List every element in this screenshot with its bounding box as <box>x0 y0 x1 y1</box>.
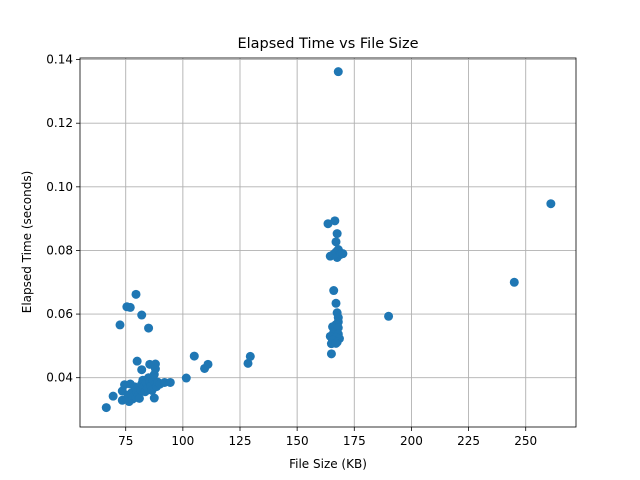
x-axis-label: File Size (KB) <box>289 457 367 471</box>
scatter-point <box>125 302 135 312</box>
scatter-point <box>108 391 118 401</box>
data-points <box>101 67 556 413</box>
scatter-point <box>144 323 154 333</box>
x-tick-label: 150 <box>286 434 309 448</box>
scatter-point <box>181 373 191 383</box>
scatter-point <box>203 359 213 369</box>
x-axis-ticks: 75 100 125 150 175 200 225 250 <box>118 427 537 448</box>
scatter-point <box>329 286 339 296</box>
x-tick-label: 250 <box>514 434 537 448</box>
scatter-point <box>384 311 394 321</box>
scatter-point <box>149 393 159 403</box>
scatter-point <box>134 393 144 403</box>
scatter-point <box>509 277 519 287</box>
scatter-point <box>323 219 333 229</box>
y-tick-label: 0.14 <box>46 53 73 67</box>
x-tick-label: 175 <box>343 434 366 448</box>
scatter-point <box>331 298 341 308</box>
scatter-point <box>331 338 341 348</box>
scatter-point <box>330 216 340 226</box>
y-tick-label: 0.10 <box>46 180 73 194</box>
x-tick-label: 125 <box>229 434 252 448</box>
scatter-point <box>131 289 141 299</box>
y-axis-ticks: 0.04 0.06 0.08 0.10 0.12 0.14 <box>46 53 80 385</box>
scatter-point <box>326 349 336 359</box>
scatter-point <box>338 249 348 259</box>
scatter-point <box>165 377 175 387</box>
chart-title: Elapsed Time vs File Size <box>237 36 418 52</box>
scatter-point <box>137 365 147 375</box>
x-tick-label: 100 <box>171 434 194 448</box>
x-tick-label: 200 <box>400 434 423 448</box>
scatter-point <box>150 364 160 374</box>
y-tick-label: 0.06 <box>46 307 73 321</box>
y-tick-label: 0.08 <box>46 243 73 257</box>
y-axis-label: Elapsed Time (seconds) <box>20 171 34 314</box>
scatter-point <box>332 229 342 239</box>
x-tick-label: 75 <box>118 434 133 448</box>
scatter-point <box>243 358 253 368</box>
x-tick-label: 225 <box>457 434 480 448</box>
y-tick-label: 0.12 <box>46 116 73 130</box>
scatter-point <box>245 351 255 361</box>
scatter-point <box>137 310 147 320</box>
scatter-point <box>189 351 199 361</box>
scatter-point <box>101 403 111 413</box>
scatter-point <box>132 356 142 366</box>
scatter-point <box>115 320 125 330</box>
scatter-point <box>333 67 343 77</box>
y-tick-label: 0.04 <box>46 371 73 385</box>
grid <box>80 58 576 427</box>
plot-frame <box>79 57 577 428</box>
scatter-point <box>331 237 341 247</box>
scatter-point <box>546 199 556 209</box>
